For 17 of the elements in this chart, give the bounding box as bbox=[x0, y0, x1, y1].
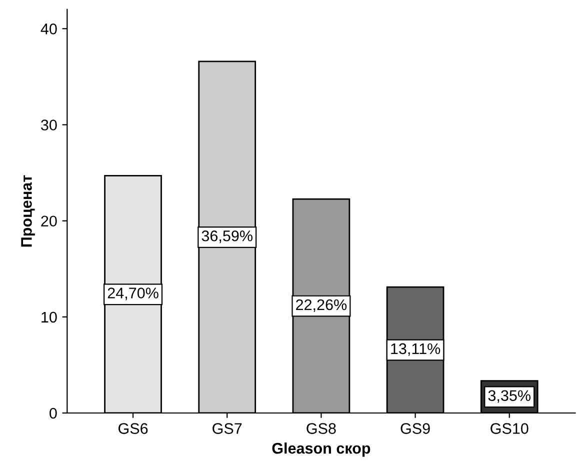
x-tick-label: GS10 bbox=[490, 423, 528, 434]
y-tick-label: 40 bbox=[40, 24, 57, 34]
data-label: 36,59% bbox=[202, 230, 252, 244]
x-tick-label: GS6 bbox=[118, 423, 148, 434]
x-tick-label: GS8 bbox=[306, 423, 336, 434]
x-tick-label: GS9 bbox=[400, 423, 430, 434]
data-label: 24,70% bbox=[108, 288, 158, 300]
y-tick-label: 0 bbox=[50, 408, 57, 419]
data-label: 3,35% bbox=[488, 390, 530, 403]
x-tick-label: GS7 bbox=[212, 423, 242, 434]
x-axis-title: Gleason скор bbox=[272, 442, 370, 457]
y-axis-title: Проценат bbox=[21, 175, 35, 247]
y-tick-label: 10 bbox=[42, 312, 57, 323]
y-tick-label: 20 bbox=[41, 216, 57, 227]
data-label: 13,11% bbox=[391, 343, 440, 356]
data-label: 22,26% bbox=[296, 299, 347, 312]
y-tick-label: 30 bbox=[41, 120, 57, 130]
